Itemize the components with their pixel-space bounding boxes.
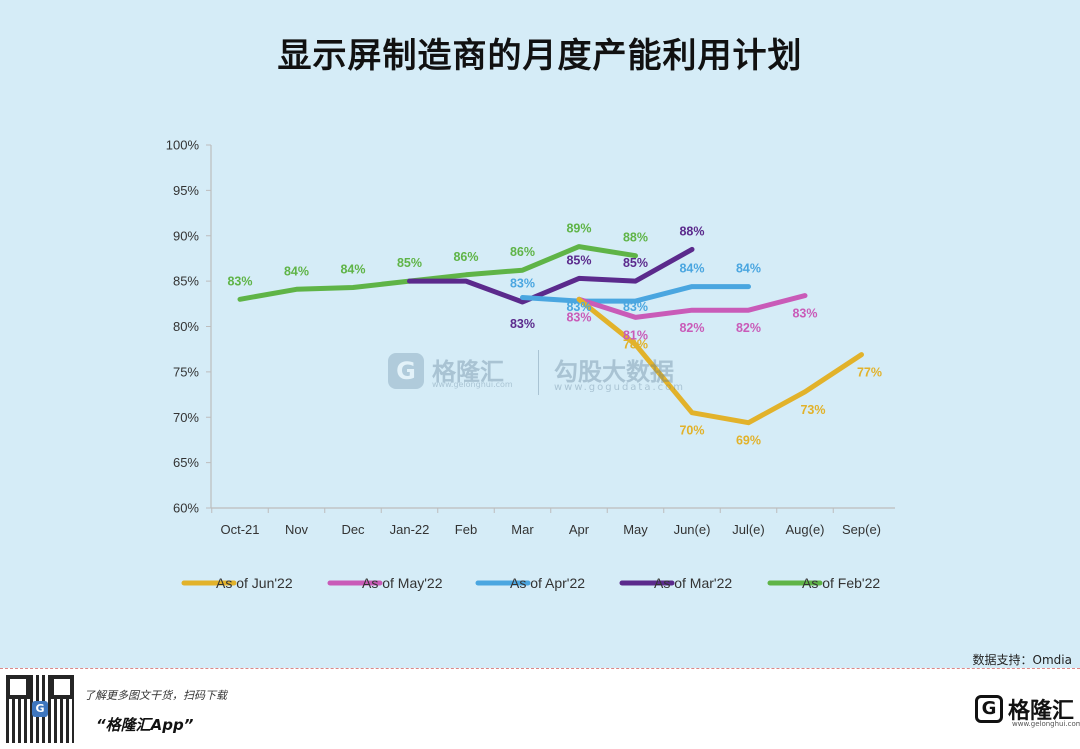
legend-label: As of Mar'22 [654,575,732,591]
series-line [576,293,808,320]
qr-center-logo: G [32,701,48,717]
series-line [576,296,864,426]
data-label: 88% [623,231,648,245]
x-tick-label: Sep(e) [842,522,881,537]
line-chart: 60% 65% 70% 75% 80% 85% 90% 95% 100% Oct-21 Nov Dec… [166,138,895,591]
qr-code-icon[interactable]: G [6,675,74,743]
data-label: 82% [679,321,704,335]
data-label: 88% [679,224,704,238]
y-tick-label: 100% [166,138,200,153]
data-label: 85% [566,253,591,267]
data-label: 73% [800,403,825,417]
data-label: 83% [792,307,817,321]
x-tick-label: Aug(e) [785,522,824,537]
data-label: 83% [566,300,591,314]
data-label: 84% [679,262,704,276]
legend-label: As of Feb'22 [802,575,880,591]
chart-lines [237,244,864,426]
x-tick-label: Jan-22 [390,522,430,537]
x-tick-label: Jul(e) [732,522,765,537]
data-label: 85% [623,256,648,270]
series-line [237,244,638,302]
footer-promo-text: 了解更多图文干货，扫码下载 [84,689,227,702]
chart-axes: 60% 65% 70% 75% 80% 85% 90% 95% 100% Oct-21 Nov Dec… [166,138,895,537]
legend-label: As of May'22 [362,575,443,591]
data-label: 70% [679,424,704,438]
footer-brand: 格隆汇 [1008,699,1075,724]
data-label: 84% [736,262,761,276]
x-tick-label: Mar [511,522,534,537]
y-tick-label: 85% [173,274,199,289]
chart-data-labels: 78%70%69%73%77%83%81%82% 82%83%83%83% 83%8… [227,222,882,448]
data-label: 83% [227,274,252,288]
source-note: 数据支持：Omdia [972,653,1072,667]
data-label: 82% [736,321,761,335]
y-tick-label: 80% [173,319,199,334]
data-label: 86% [453,250,478,264]
x-tick-label: Nov [285,522,309,537]
x-tick-label: Jun(e) [674,522,711,537]
data-label: 83% [510,276,535,290]
y-tick-label: 75% [173,364,199,379]
x-tick-label: Dec [341,522,365,537]
footer-banner: G 了解更多图文干货，扫码下载 “格隆汇App” G 格隆汇 www.gelon… [0,668,1080,749]
y-tick-label: 95% [173,183,199,198]
x-tick-label: Apr [569,522,590,537]
x-tick-label: May [623,522,648,537]
y-tick-label: 70% [173,410,199,425]
y-tick-label: 65% [173,455,199,470]
chart-legend: As of Jun'22 As of May'22 As of Apr'22 As o… [181,575,880,591]
footer-brand-url: www.gelonghui.com [1012,720,1080,728]
x-tick-label: Feb [455,522,477,537]
data-label: 81% [623,328,648,342]
data-label: 89% [566,222,591,236]
data-label: 78% [623,338,648,352]
data-label: 85% [397,256,422,270]
data-label: 84% [340,262,365,276]
data-label: 83% [566,310,591,324]
x-tick-label: Oct-21 [220,522,259,537]
legend-label: As of Apr'22 [510,575,585,591]
data-label: 69% [736,434,761,448]
y-tick-label: 60% [173,501,199,516]
data-label: 77% [857,366,882,380]
page-title: 显示屏制造商的月度产能利用计划 [277,36,803,76]
data-label: 83% [623,300,648,314]
brand-logo-icon: G [975,695,1003,723]
data-label: 83% [510,317,535,331]
data-label: 86% [510,245,535,259]
series-line [520,284,751,304]
data-label: 84% [284,264,309,278]
footer-app-name: “格隆汇App” [96,716,194,734]
series-line [407,246,695,305]
y-tick-label: 90% [173,228,199,243]
legend-label: As of Jun'22 [216,575,293,591]
